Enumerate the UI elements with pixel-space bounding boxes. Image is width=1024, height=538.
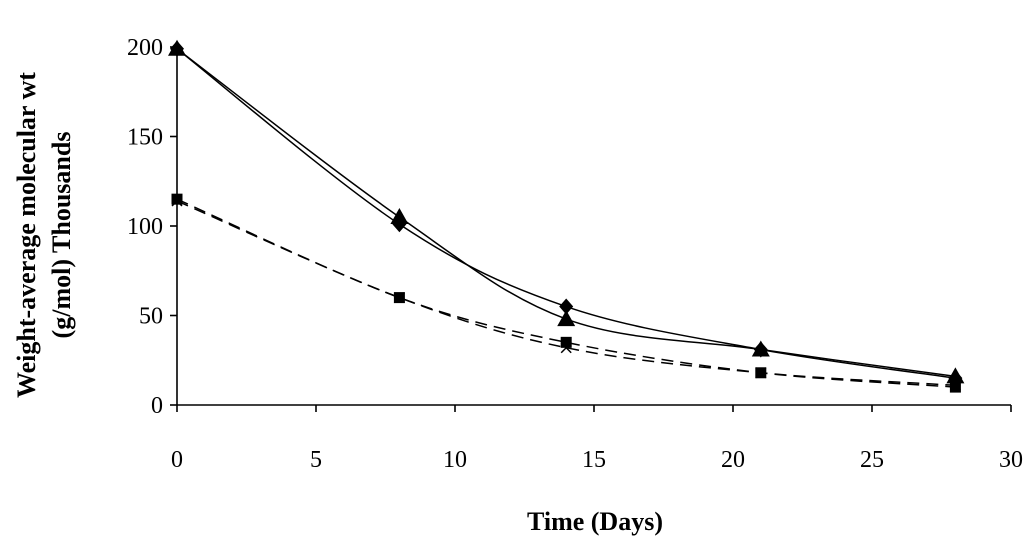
triangle-point [946,367,965,384]
cross-point [560,342,572,354]
triangle-point [751,340,770,357]
y-axis-title-line1: Weight-average molecular wt [12,72,41,398]
x-axis-title: Time (Days) [527,507,663,536]
x-tick-label: 0 [171,447,183,473]
cross-point [393,292,405,304]
series-diamond-markers [170,40,963,387]
x-tick-label: 5 [310,447,322,473]
x-tick-label: 10 [443,447,467,473]
series-cross-markers [171,195,961,391]
cross-point [755,367,767,379]
triangle-point [168,39,186,56]
cross-stroke [393,292,405,304]
x-tick-label: 15 [582,447,606,473]
series-triangle-markers [168,39,965,384]
x-tick-label: 25 [860,447,884,473]
series-line-diamond [176,48,956,379]
series-line-square [176,198,956,388]
cross-point [949,379,961,391]
x-tick-label: 30 [999,447,1023,473]
square-point [171,193,183,205]
y-tick-label: 50 [139,304,163,330]
y-axis-title-line2: (g/mol) Thousands [47,132,76,339]
y-tick-label: 100 [127,214,163,240]
series-line-cross [176,200,956,387]
y-tick-label: 150 [127,125,163,151]
cross-stroke [560,342,572,354]
square-point [949,381,961,393]
cross-stroke [949,379,961,391]
triangle-point [557,310,576,327]
series-layer [168,39,965,393]
y-tick-label: 200 [127,35,163,61]
diamond-point [559,298,574,315]
cross-point [171,195,183,207]
cross-stroke [171,195,183,207]
cross-stroke [755,367,767,379]
x-tick-label: 20 [721,447,745,473]
square-point [560,336,572,348]
triangle-point [390,208,409,225]
axes: 0 50 100 150 200 0 5 10 15 20 25 30 [127,35,1023,473]
series-line-triangle [176,48,956,378]
y-tick-label: 0 [151,393,163,419]
